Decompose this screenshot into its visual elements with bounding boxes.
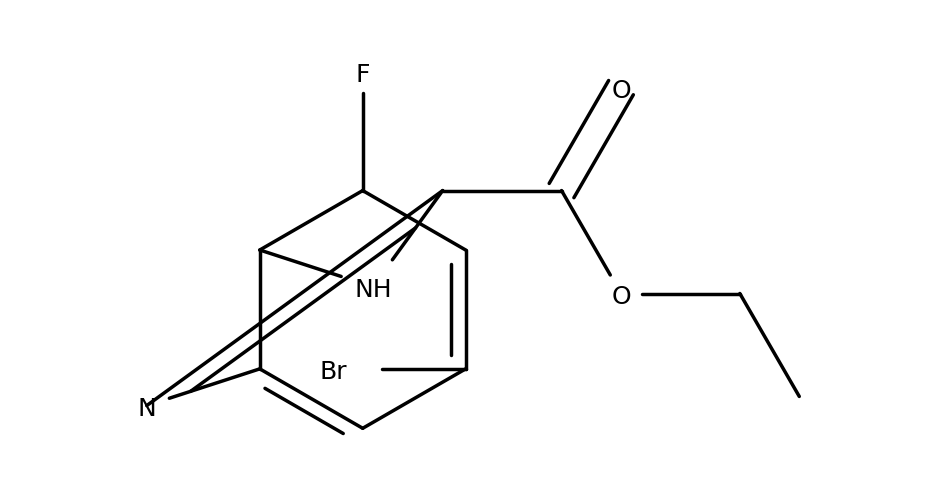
Text: O: O — [611, 285, 631, 309]
Text: N: N — [137, 396, 156, 420]
Text: F: F — [356, 63, 370, 87]
Text: O: O — [611, 79, 631, 103]
Text: NH: NH — [354, 278, 392, 302]
Text: Br: Br — [319, 360, 347, 384]
